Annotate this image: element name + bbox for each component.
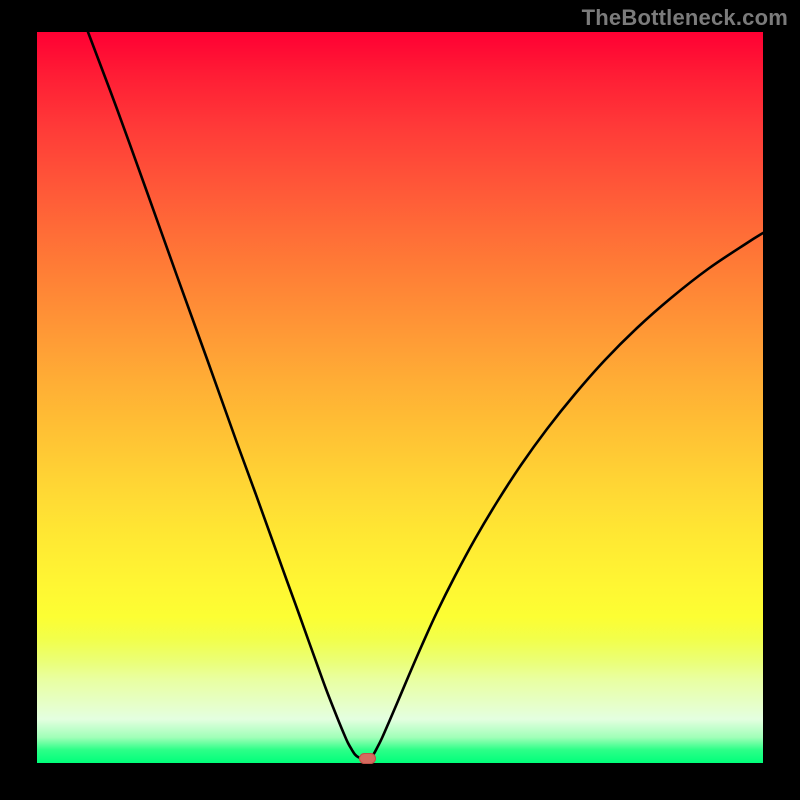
- watermark-text: TheBottleneck.com: [582, 5, 788, 31]
- curve-left-branch: [88, 32, 364, 759]
- image-frame: TheBottleneck.com: [0, 0, 800, 800]
- curve-right-branch: [369, 233, 763, 758]
- optimum-marker: [359, 753, 376, 764]
- curve-layer: [37, 32, 763, 763]
- chart-plot-area: [37, 32, 763, 763]
